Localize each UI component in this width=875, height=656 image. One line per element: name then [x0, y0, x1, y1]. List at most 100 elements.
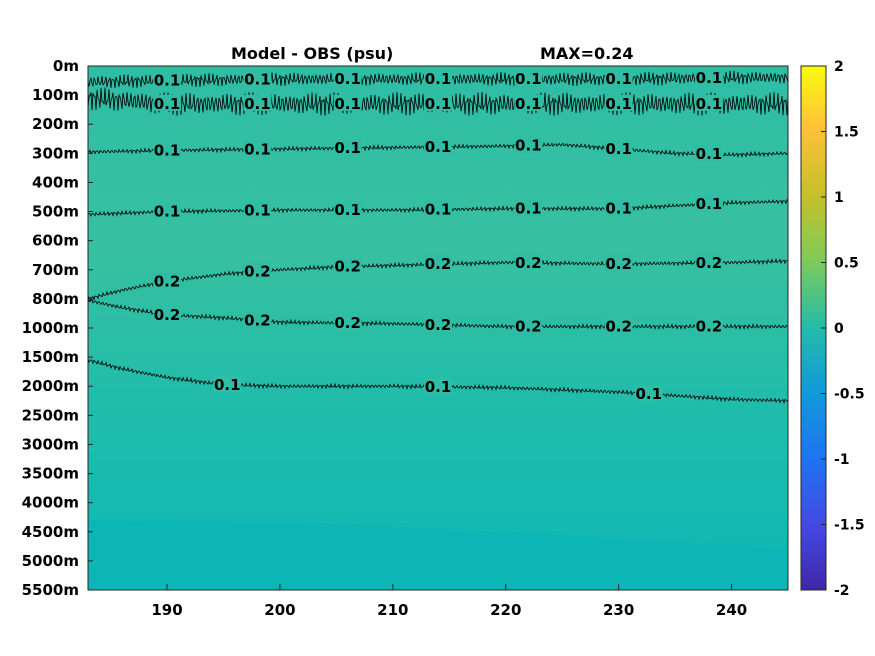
- contour-label-bg: [604, 139, 633, 156]
- contour-label-bg: [153, 141, 182, 158]
- contour-label-bg: [333, 94, 362, 111]
- y-tick-label: 700m: [32, 261, 79, 279]
- y-tick-label: 4500m: [22, 523, 79, 541]
- contour-label: 0.1: [605, 200, 632, 218]
- x-tick-label: 200: [264, 601, 295, 619]
- y-tick-label: 1500m: [22, 348, 79, 366]
- contour-label-bg: [694, 317, 723, 334]
- colorbar-axis: 2 1.5 1 0.5 0 -0.5 -1 -1.5 -2: [821, 59, 865, 599]
- contour-label-bg: [153, 71, 182, 88]
- contour-label: 0.1: [425, 70, 452, 88]
- y-tick-label: 3500m: [22, 465, 79, 483]
- contour-label: 0.2: [154, 306, 181, 324]
- contour-label: 0.1: [696, 69, 723, 87]
- contour-label-bg: [333, 70, 362, 87]
- contour-label: 0.1: [696, 95, 723, 113]
- colorbar-tick-label: 2: [834, 59, 844, 75]
- contour-label-bg: [514, 70, 543, 87]
- contour-label: 0.2: [696, 254, 723, 272]
- y-tick-label: 5500m: [22, 581, 79, 599]
- contour-label: 0.2: [605, 255, 632, 273]
- contour-label-bg: [333, 314, 362, 331]
- contour-label-bg: [153, 305, 182, 322]
- contour-label-bg: [243, 140, 272, 157]
- contour-label: 0.1: [214, 376, 241, 394]
- y-tick-label: 100m: [32, 86, 79, 104]
- contour-label: 0.1: [515, 70, 542, 88]
- contour-label: 0.2: [334, 258, 361, 276]
- contour-label-bg: [333, 257, 362, 274]
- contour-label: 0.1: [605, 140, 632, 158]
- y-tick-label: 1000m: [22, 319, 79, 337]
- contour-label: 0.1: [244, 95, 271, 113]
- contour-label: 0.2: [334, 314, 361, 332]
- colorbar-tick-label: -1: [834, 452, 850, 468]
- contour-label: 0.2: [605, 318, 632, 336]
- contour-label-bg: [604, 70, 633, 87]
- contour-label-bg: [694, 145, 723, 162]
- y-tick-label: 2500m: [22, 406, 79, 424]
- contour-label-bg: [514, 94, 543, 111]
- contour-label: 0.1: [605, 70, 632, 88]
- contour-label: 0.1: [154, 95, 181, 113]
- contour-label-bg: [243, 94, 272, 111]
- contour-label-bg: [604, 254, 633, 271]
- contour-label-bg: [333, 139, 362, 156]
- contour-label: 0.2: [425, 316, 452, 334]
- contour-label-bg: [424, 255, 452, 272]
- deep-region: [88, 520, 788, 590]
- y-tick-label: 4000m: [22, 494, 79, 512]
- contour-label-bg: [213, 375, 242, 392]
- contour-label-bg: [424, 315, 452, 332]
- contour-label: 0.1: [244, 201, 271, 219]
- contour-label-bg: [153, 272, 182, 289]
- y-tick-label: 300m: [32, 144, 79, 162]
- x-tick-label: 240: [716, 601, 747, 619]
- contour-label-bg: [424, 94, 452, 111]
- contour-label-bg: [243, 201, 272, 218]
- chart-title-left: Model - OBS (psu): [231, 44, 393, 63]
- contour-label-bg: [514, 253, 543, 270]
- y-axis: 0m 100m 200m 300m 400m 500m 600m 700m 800m 1000m 1…: [22, 57, 93, 599]
- contour-label: 0.1: [605, 95, 632, 113]
- contour-label-bg: [424, 70, 452, 87]
- contour-label: 0.1: [515, 136, 542, 154]
- contour-label: 0.2: [425, 255, 452, 273]
- colorbar-tick-label: -0.5: [834, 387, 865, 403]
- contour-label-bg: [694, 68, 723, 85]
- contour-label: 0.1: [635, 385, 662, 403]
- contour-label: 0.1: [244, 70, 271, 88]
- contour-label-bg: [424, 377, 452, 394]
- contour-label-bg: [514, 199, 543, 216]
- contour-label-bg: [424, 200, 452, 217]
- contour-label: 0.1: [696, 195, 723, 213]
- y-tick-label: 500m: [32, 203, 79, 221]
- colorbar-tick-label: 0.5: [834, 256, 859, 272]
- colorbar-tick-label: 0: [834, 321, 844, 337]
- contour-label-bg: [604, 199, 633, 216]
- contour-label-bg: [694, 253, 723, 270]
- y-tick-label: 5000m: [22, 552, 79, 570]
- contour-label: 0.1: [425, 378, 452, 396]
- contour-label: 0.2: [244, 263, 271, 281]
- contour-label: 0.1: [425, 138, 452, 156]
- y-tick-label: 400m: [32, 173, 79, 191]
- contour-label: 0.2: [515, 254, 542, 272]
- contour-label-bg: [333, 201, 362, 218]
- colorbar-tick-label: -2: [834, 583, 850, 599]
- colorbar-tick-label: 1: [834, 190, 844, 206]
- contour-label: 0.2: [244, 311, 271, 329]
- y-tick-label: 200m: [32, 115, 79, 133]
- contour-label-bg: [604, 94, 633, 111]
- contour-label: 0.1: [334, 70, 361, 88]
- contour-label-bg: [604, 317, 633, 334]
- contour-label-bg: [153, 202, 182, 219]
- contour-label: 0.1: [154, 72, 181, 90]
- x-tick-label: 210: [377, 601, 408, 619]
- contour-label: 0.2: [696, 318, 723, 336]
- contour-label: 0.1: [154, 203, 181, 221]
- x-tick-label: 220: [490, 601, 521, 619]
- chart-title-max: MAX=0.24: [540, 44, 634, 63]
- x-tick-label: 190: [151, 601, 182, 619]
- contour-label-bg: [514, 317, 543, 334]
